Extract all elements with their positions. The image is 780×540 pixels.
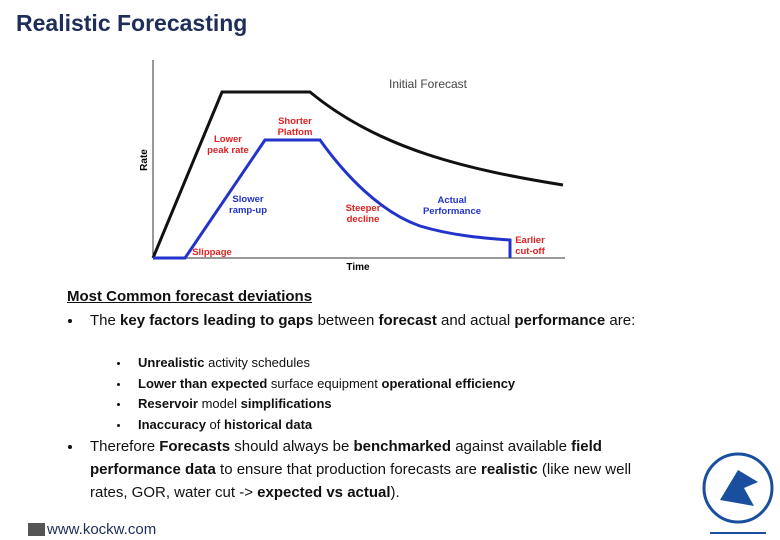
- actual-performance-label: Actual Performance: [423, 195, 481, 217]
- sub-bullet-dot: [117, 423, 120, 427]
- text-run: of: [205, 416, 225, 432]
- text-run: benchmarked: [353, 438, 452, 455]
- label-line: decline: [347, 214, 380, 225]
- slower-ramp-label: Slower ramp-up: [229, 194, 267, 216]
- label-line: cut-off: [515, 246, 545, 257]
- text-run: and actual: [436, 312, 515, 329]
- text-run: key factors leading to gaps: [120, 312, 314, 329]
- sub-bullet-dot: [117, 382, 120, 386]
- text-run: field performance data: [90, 438, 602, 478]
- logo-ring: [702, 452, 774, 524]
- text-run: Lower than expected: [138, 375, 268, 391]
- actual-performance-curve: [153, 138, 512, 260]
- text-run: Reservoir: [138, 396, 198, 411]
- lower-peak-label: Lower peak rate: [207, 134, 249, 156]
- label-line: Earlier: [515, 235, 545, 246]
- text-run: against available: [451, 438, 572, 455]
- sub-bullet-text: Lower than expected surface equipment op…: [138, 374, 658, 395]
- section-heading: Most Common forecast deviations: [67, 288, 313, 305]
- text-run: Inaccuracy: [138, 416, 206, 432]
- label-line: Shorter: [278, 116, 312, 127]
- sub-bullet-text: Unrealistic activity schedules: [138, 353, 658, 374]
- logo-rule: [710, 532, 766, 534]
- shorter-plateau-label: Shorter Platfom: [278, 116, 313, 138]
- earlier-cutoff-label: Earlier cut-off: [515, 235, 545, 257]
- bullet-text: The key factors leading to gaps between …: [90, 309, 650, 332]
- label-line: Steeper: [346, 203, 381, 214]
- text-run: model: [197, 396, 241, 411]
- text-run: Forecasts: [159, 438, 231, 455]
- initial-forecast-label: Initial Forecast: [389, 77, 468, 91]
- initial-forecast-curve: [151, 90, 564, 259]
- text-run: Therefore: [90, 438, 160, 455]
- steeper-decline-label: Steeper decline: [346, 203, 381, 225]
- label-line: Actual: [437, 195, 466, 206]
- text-run: performance: [514, 312, 606, 329]
- text-run: are:: [605, 312, 636, 329]
- text-run: surface equipment: [267, 375, 382, 391]
- y-axis-label: Rate: [139, 149, 150, 171]
- x-axis-label: Time: [346, 262, 370, 273]
- sub-bullet-text: Reservoir model simplifications: [138, 394, 658, 415]
- text-run: Unrealistic: [138, 355, 205, 370]
- text-run: activity schedules: [204, 355, 310, 370]
- footer-url: www.kockw.com: [47, 521, 157, 538]
- text-run: ).: [390, 484, 400, 501]
- label-line: Performance: [423, 206, 481, 217]
- slide-title: Realistic Forecasting: [16, 10, 248, 36]
- bullet-dot: [68, 445, 72, 449]
- slippage-label: Slippage: [192, 247, 232, 258]
- text-run: (like new well rates, GOR, water cut ->: [90, 461, 632, 501]
- text-run: simplifications: [240, 396, 332, 411]
- forecast-diagram: Rate Time Initial Forecast Lower peak rat…: [139, 60, 565, 273]
- sub-bullet-text: Inaccuracy of historical data: [138, 415, 658, 436]
- text-run: The: [90, 312, 121, 329]
- text-run: should always be: [230, 438, 354, 455]
- company-logo: [702, 452, 774, 534]
- text-run: expected vs actual: [257, 484, 391, 501]
- label-line: ramp-up: [229, 205, 267, 216]
- footer-square: [28, 523, 45, 536]
- sub-bullet-dot: [117, 403, 120, 406]
- label-line: peak rate: [207, 145, 249, 156]
- text-run: forecast: [378, 312, 437, 329]
- bullet-text: Therefore Forecasts should always be ben…: [90, 435, 650, 504]
- label-line: Platfom: [278, 127, 313, 138]
- sub-bullet-dot: [117, 362, 120, 365]
- text-run: operational efficiency: [381, 375, 516, 391]
- text-run: to ensure that production forecasts are: [215, 461, 482, 478]
- label-line: Lower: [214, 134, 242, 145]
- bullet-dot: [68, 319, 72, 323]
- text-run: historical data: [224, 416, 313, 432]
- logo-bird: [720, 470, 758, 506]
- text-run: realistic: [481, 461, 538, 478]
- label-line: Slower: [232, 194, 263, 205]
- text-run: between: [313, 312, 379, 329]
